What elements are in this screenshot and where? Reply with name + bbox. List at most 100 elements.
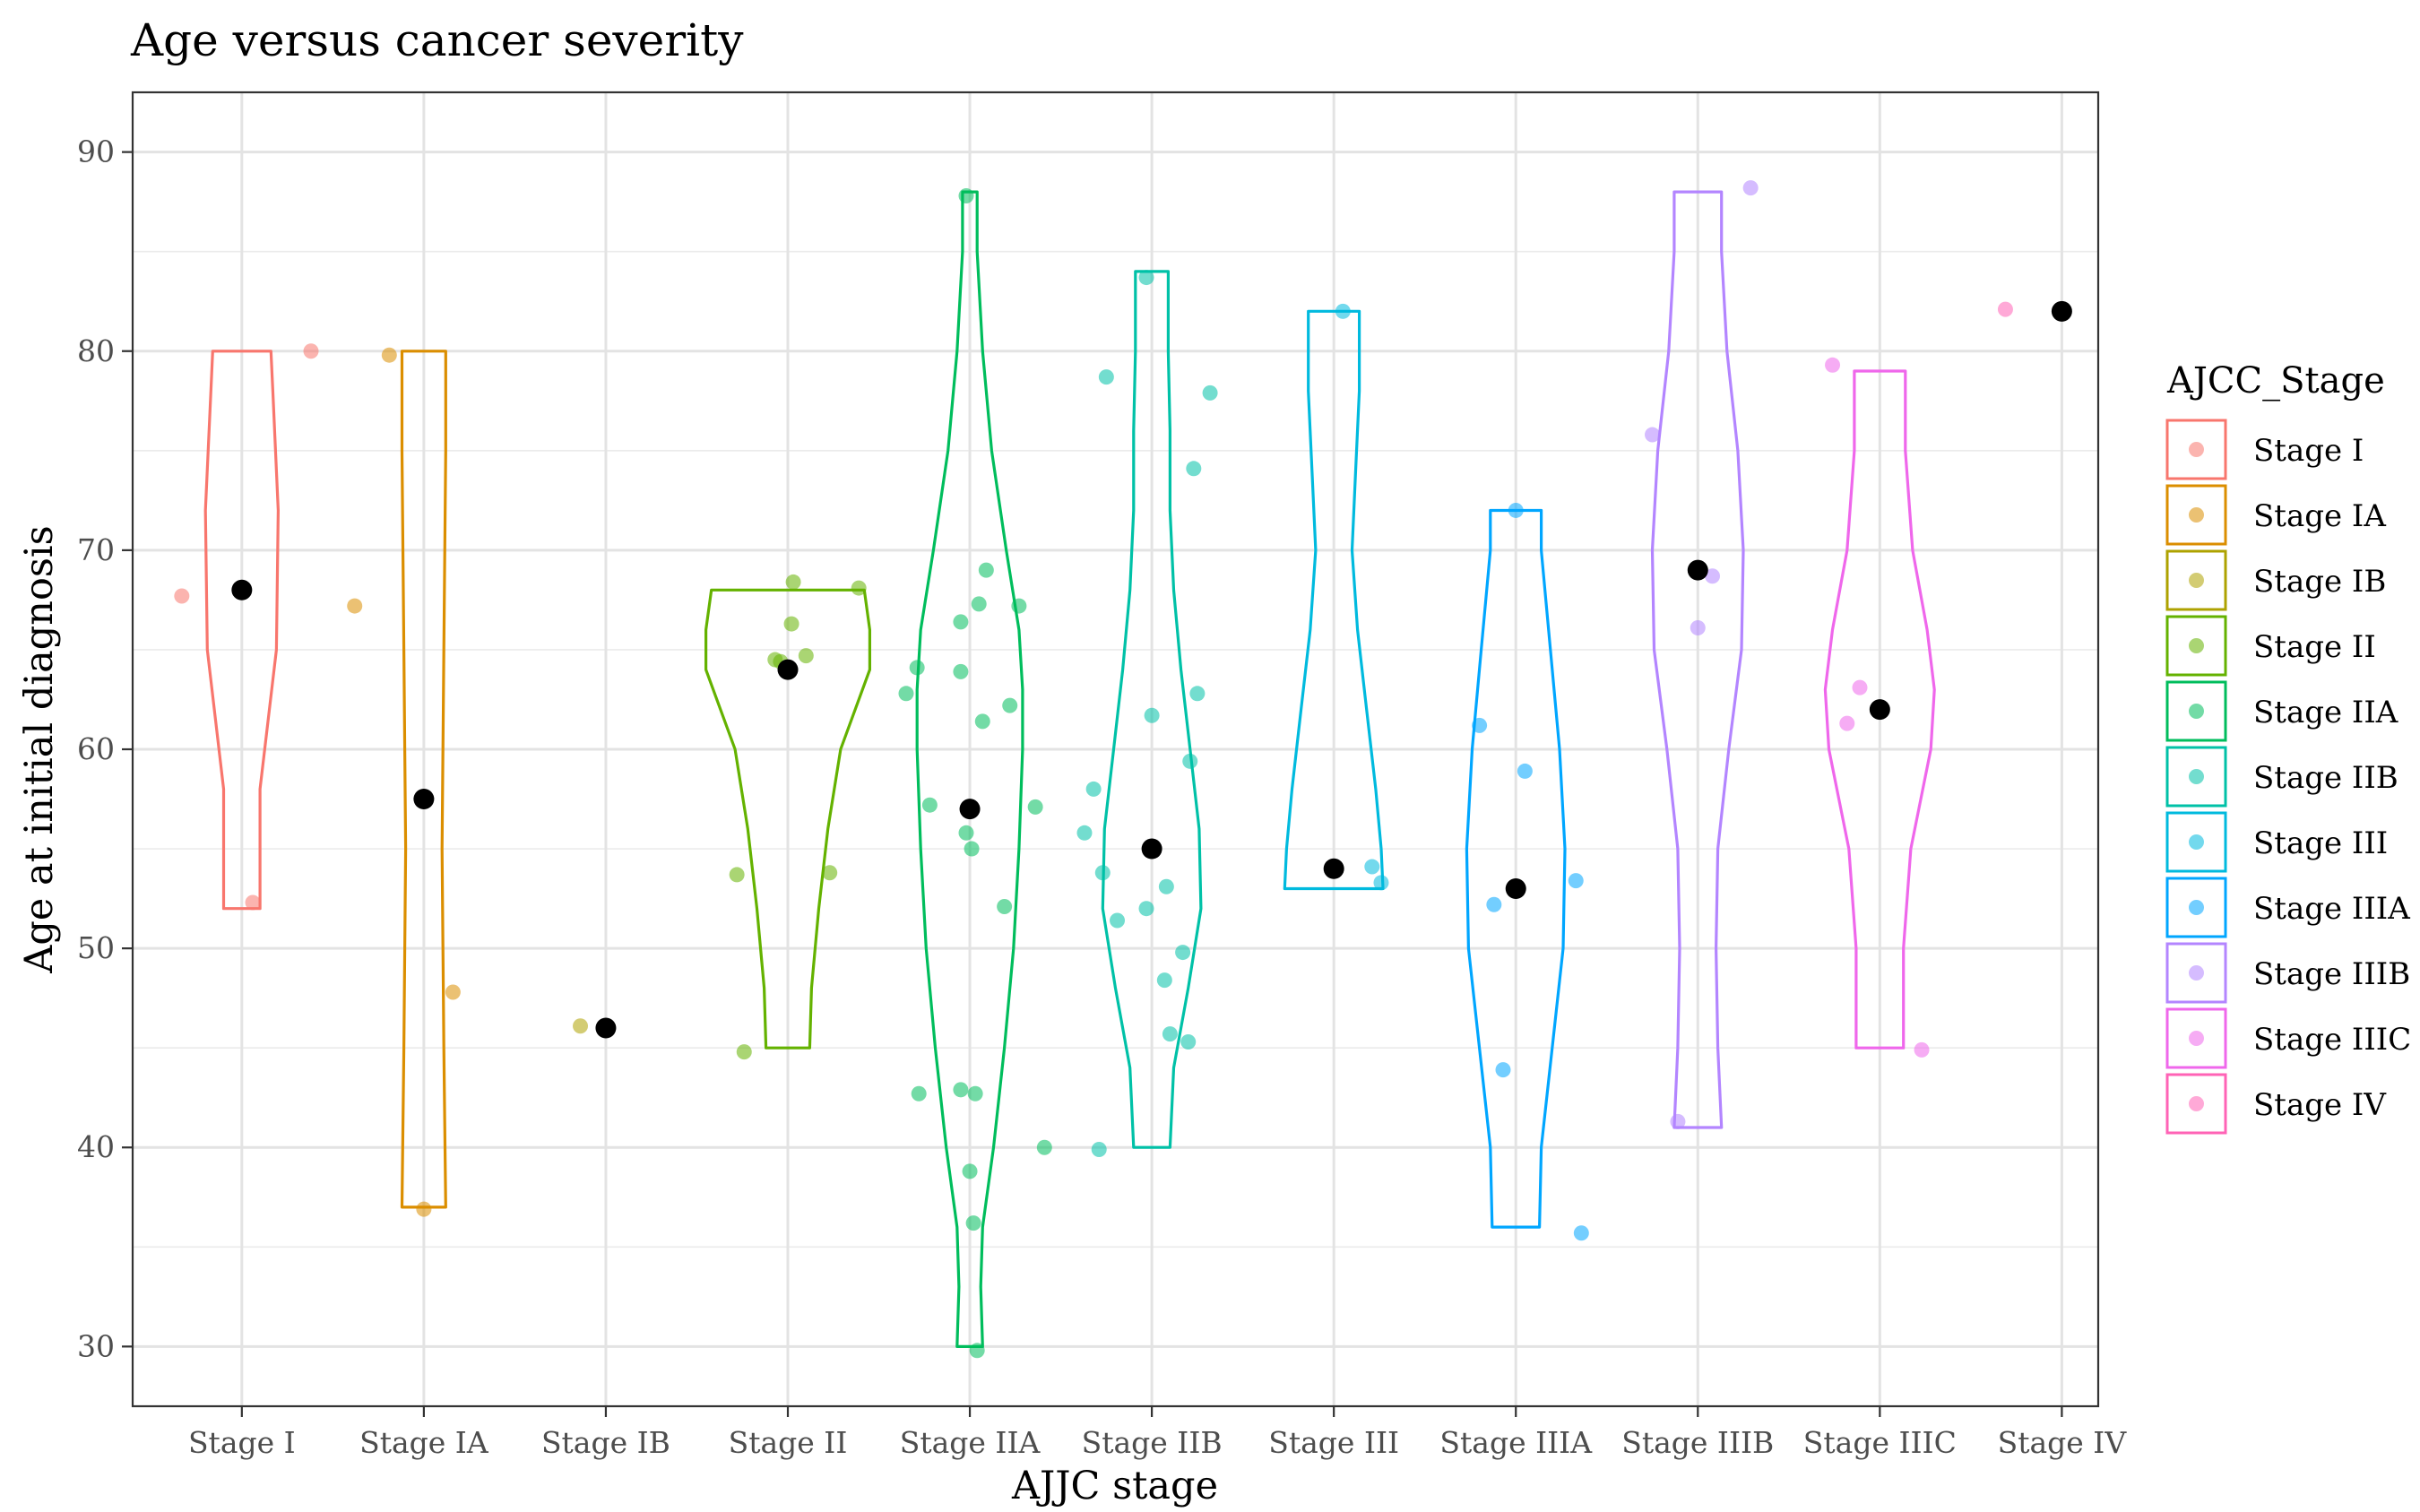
legend-key-point xyxy=(2189,769,2204,784)
data-point xyxy=(347,598,363,614)
legend-item: Stage IIB xyxy=(2165,746,2398,808)
legend-item: Stage II xyxy=(2165,615,2376,677)
data-point xyxy=(1852,679,1868,696)
legend-key-point xyxy=(2189,834,2204,850)
data-point xyxy=(1839,715,1855,731)
y-tick-label: 80 xyxy=(77,333,115,368)
data-points xyxy=(174,180,2013,1359)
median-point xyxy=(959,799,981,820)
legend-key-point xyxy=(2189,900,2204,915)
data-point xyxy=(1517,763,1533,779)
data-point xyxy=(1094,865,1111,881)
data-point xyxy=(174,588,190,604)
x-tick-label: Stage IA xyxy=(359,1425,489,1460)
legend-label: Stage IIIA xyxy=(2253,891,2410,927)
y-axis: 30 40 50 60 70 80 90 xyxy=(77,134,133,1363)
data-point xyxy=(953,614,969,630)
data-point xyxy=(1036,1139,1052,1155)
legend-item: Stage I xyxy=(2165,419,2364,480)
legend-label: Stage IIIB xyxy=(2253,956,2410,992)
legend-item: Stage IV xyxy=(2165,1073,2387,1135)
data-point xyxy=(958,825,974,841)
legend-item: Stage III xyxy=(2165,811,2388,873)
data-point xyxy=(729,867,745,883)
legend: AJCC_Stage Stage I Stage IA Stage IB Stage … xyxy=(2165,360,2411,1135)
data-point xyxy=(445,984,461,1000)
legend-label: Stage IA xyxy=(2253,498,2386,534)
violin-stage-iib xyxy=(1101,270,1203,1149)
violin-stage-iii xyxy=(1283,309,1385,891)
y-tick-label: 40 xyxy=(77,1129,115,1164)
data-point xyxy=(962,1163,978,1179)
data-point xyxy=(1144,707,1160,723)
data-point xyxy=(909,660,925,676)
data-point xyxy=(967,1085,983,1102)
median-point xyxy=(231,579,253,600)
legend-label: Stage IIB xyxy=(2253,760,2398,796)
data-point xyxy=(898,686,914,702)
data-point xyxy=(1175,945,1191,961)
data-point xyxy=(1335,303,1351,319)
data-point xyxy=(1138,901,1154,917)
data-point xyxy=(1011,598,1027,614)
data-point xyxy=(997,898,1013,914)
x-axis: Stage I Stage IA Stage IB Stage II Stage IIA… xyxy=(188,1406,2127,1460)
data-point xyxy=(1138,270,1154,286)
x-axis-title: AJJC stage xyxy=(1011,1464,1218,1508)
data-point xyxy=(1076,825,1093,841)
data-point xyxy=(783,616,799,632)
median-point xyxy=(1323,858,1344,879)
median-points xyxy=(231,300,2072,1039)
data-point xyxy=(381,347,397,363)
data-point xyxy=(1156,972,1172,989)
legend-key-point xyxy=(2189,442,2204,457)
legend-key-point xyxy=(2189,507,2204,523)
legend-item: Stage IB xyxy=(2165,549,2386,611)
legend-label: Stage IV xyxy=(2253,1087,2387,1123)
violin-stage-iiic xyxy=(1823,369,1936,1050)
data-point xyxy=(978,562,994,578)
median-point xyxy=(1869,699,1890,721)
data-point xyxy=(736,1044,752,1060)
legend-key-point xyxy=(2189,1096,2204,1111)
legend-label: Stage IIIC xyxy=(2253,1022,2411,1058)
data-point xyxy=(822,865,838,881)
legend-key-point xyxy=(2189,704,2204,719)
data-point xyxy=(1085,781,1102,797)
x-tick-label: Stage IIIA xyxy=(1439,1425,1593,1460)
data-point xyxy=(1189,686,1206,702)
median-point xyxy=(595,1017,617,1039)
data-point xyxy=(1027,799,1043,815)
legend-label: Stage III xyxy=(2253,825,2388,861)
x-tick-label: Stage III xyxy=(1268,1425,1399,1460)
median-point xyxy=(777,659,799,680)
legend-key-point xyxy=(2189,965,2204,981)
data-point xyxy=(1202,384,1218,401)
x-tick-label: Stage IV xyxy=(1998,1425,2128,1460)
y-tick-label: 30 xyxy=(77,1328,115,1363)
x-tick-label: Stage IIIB xyxy=(1621,1425,1774,1460)
data-point xyxy=(921,797,938,813)
data-point xyxy=(1568,873,1584,889)
chart-title: Age versus cancer severity xyxy=(130,14,744,66)
legend-title: AJCC_Stage xyxy=(2166,360,2385,402)
data-point xyxy=(1162,1026,1178,1042)
data-point xyxy=(964,841,980,857)
data-point xyxy=(953,1082,969,1098)
data-point xyxy=(1670,1113,1686,1129)
x-tick-label: Stage IIA xyxy=(900,1425,1041,1460)
legend-key-point xyxy=(2189,573,2204,588)
data-point xyxy=(953,663,969,679)
data-point xyxy=(1997,301,2013,317)
data-point xyxy=(798,648,814,664)
legend-item: Stage IIIC xyxy=(2165,1007,2411,1069)
data-point xyxy=(1914,1041,1930,1058)
data-point xyxy=(1825,357,1841,373)
violin-stage-iiia xyxy=(1465,508,1567,1229)
data-point xyxy=(971,596,987,612)
data-point xyxy=(1486,896,1502,912)
data-point xyxy=(245,894,261,911)
x-tick-label: Stage I xyxy=(188,1425,296,1460)
data-point xyxy=(1091,1141,1107,1157)
